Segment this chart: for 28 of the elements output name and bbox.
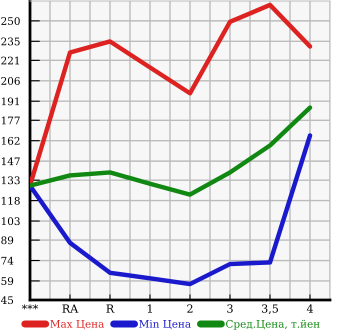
y-tick-label: 89 xyxy=(1,236,14,244)
y-tick-label: 147 xyxy=(2,157,20,166)
x-tick-label: 3 xyxy=(227,304,233,313)
y-tick-label: 118 xyxy=(2,196,20,205)
y-tick-label: 74 xyxy=(1,256,14,264)
y-tick-label: 133 xyxy=(2,176,20,184)
y-tick-label: 45 xyxy=(0,296,14,304)
line-series xyxy=(30,105,312,197)
y-tick-label: 250 xyxy=(1,17,20,25)
x-tick-label: RA xyxy=(62,304,78,313)
x-tick-label: 1 xyxy=(148,304,152,313)
legend-label: Min Цена xyxy=(139,320,191,330)
y-tick-label: 221 xyxy=(1,56,20,64)
y-tick-label: 177 xyxy=(2,116,20,124)
x-tick-label: R xyxy=(106,304,114,313)
legend-label: Max Цена xyxy=(50,320,104,330)
y-tick-label: 235 xyxy=(1,38,20,46)
x-tick-label: 3,5 xyxy=(262,304,278,314)
y-tick-label: 59 xyxy=(1,277,14,286)
y-tick-label: 206 xyxy=(1,77,20,85)
line-series xyxy=(30,133,312,286)
legend-label: Сред.Цена, т.йен xyxy=(226,320,320,330)
x-tick-label: *** xyxy=(22,304,38,310)
y-tick-label: 162 xyxy=(2,136,20,145)
y-tick-label: 191 xyxy=(2,97,20,106)
x-tick-label: 2 xyxy=(187,304,192,313)
x-tick-label: 4 xyxy=(306,304,313,313)
y-tick-label: 103 xyxy=(2,217,20,226)
